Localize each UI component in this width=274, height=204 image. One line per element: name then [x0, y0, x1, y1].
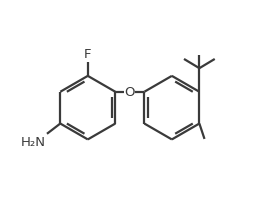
- Text: O: O: [125, 86, 135, 99]
- Text: H₂N: H₂N: [21, 136, 46, 149]
- Text: F: F: [84, 48, 92, 61]
